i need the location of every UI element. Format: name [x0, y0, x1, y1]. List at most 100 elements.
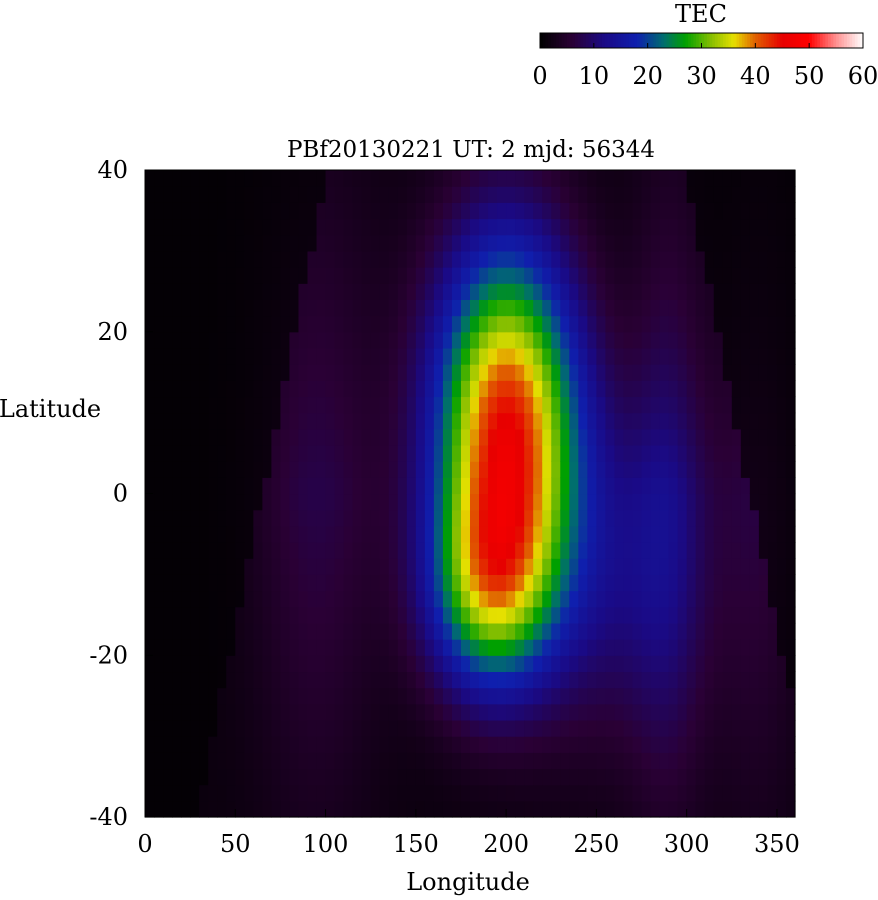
heatmap-cell	[506, 347, 516, 365]
heatmap-cell	[650, 364, 661, 381]
heatmap-cell	[785, 331, 796, 349]
heatmap-cell	[668, 606, 679, 624]
heatmap-cell	[713, 639, 724, 656]
heatmap-cell	[740, 299, 751, 317]
heatmap-cell	[379, 558, 390, 575]
heatmap-cell	[650, 590, 661, 608]
colorbar-segment	[588, 33, 592, 48]
heatmap-cell	[731, 315, 742, 333]
heatmap-cell	[226, 784, 236, 802]
heatmap-cell	[659, 347, 670, 365]
heatmap-cell	[605, 477, 616, 495]
heatmap-cell	[379, 768, 390, 786]
heatmap-cell	[497, 218, 507, 236]
heatmap-cell	[722, 509, 733, 527]
heatmap-cell	[686, 186, 697, 203]
heatmap-cell	[515, 234, 525, 252]
heatmap-cell	[722, 558, 733, 575]
heatmap-cell	[470, 299, 480, 317]
heatmap-cell	[677, 606, 688, 624]
heatmap-cell	[379, 752, 390, 770]
heatmap-cell	[515, 461, 525, 478]
heatmap-cell	[659, 655, 670, 673]
colorbar-segment	[618, 33, 622, 48]
heatmap-cell	[145, 299, 155, 317]
heatmap-cell	[352, 331, 363, 349]
heatmap-cell	[614, 218, 625, 236]
heatmap-cell	[370, 283, 381, 300]
heatmap-cell	[253, 299, 263, 317]
heatmap-cell	[235, 234, 245, 252]
heatmap-cell	[560, 493, 570, 511]
heatmap-cell	[731, 477, 742, 495]
heatmap-cell	[460, 331, 471, 349]
heatmap-cell	[325, 444, 336, 462]
heatmap-cell	[650, 428, 661, 446]
heatmap-cell	[397, 444, 408, 462]
heatmap-cell	[668, 250, 679, 268]
heatmap-cell	[370, 315, 381, 333]
colorbar-segment	[760, 33, 764, 48]
heatmap-cell	[740, 800, 751, 818]
heatmap-cell	[145, 606, 155, 624]
heatmap-cell	[587, 315, 597, 333]
heatmap-cell	[776, 590, 787, 608]
heatmap-cell	[524, 364, 534, 381]
heatmap-cell	[253, 202, 263, 220]
heatmap-cell	[415, 218, 426, 236]
heatmap-cell	[199, 671, 209, 689]
heatmap-cell	[379, 671, 390, 689]
heatmap-cell	[722, 461, 733, 478]
heatmap-cell	[280, 493, 291, 511]
heatmap-cell	[623, 703, 634, 721]
colorbar-segment	[698, 33, 702, 48]
heatmap-cell	[307, 622, 318, 640]
heatmap-cell	[235, 622, 245, 640]
heatmap-cell	[397, 558, 408, 575]
heatmap-cell	[578, 202, 588, 220]
heatmap-cell	[632, 299, 643, 317]
heatmap-cell	[731, 218, 742, 236]
heatmap-cell	[253, 558, 263, 575]
heatmap-cell	[442, 186, 453, 203]
heatmap-cell	[334, 444, 345, 462]
heatmap-cell	[361, 703, 372, 721]
heatmap-cell	[785, 428, 796, 446]
colorbar-segment	[577, 33, 581, 48]
heatmap-cell	[767, 283, 778, 300]
heatmap-cell	[470, 218, 480, 236]
heatmap-cell	[379, 784, 390, 802]
heatmap-cell	[578, 525, 588, 543]
heatmap-cell	[785, 655, 796, 673]
heatmap-cell	[433, 444, 444, 462]
colorbar-segment	[609, 33, 614, 48]
heatmap-cell	[208, 671, 218, 689]
heatmap-cell	[524, 250, 534, 268]
heatmap-cell	[406, 736, 417, 753]
heatmap-cell	[470, 719, 480, 737]
heatmap-cell	[343, 736, 354, 753]
heatmap-cell	[316, 412, 327, 430]
heatmap-cell	[758, 170, 769, 187]
heatmap-cell	[208, 396, 218, 414]
heatmap-cell	[460, 412, 471, 430]
heatmap-cell	[749, 752, 760, 770]
heatmap-cell	[488, 186, 498, 203]
colorbar-segment	[666, 33, 670, 48]
heatmap-cell	[488, 800, 498, 818]
heatmap-cell	[154, 170, 164, 187]
heatmap-cell	[668, 703, 679, 721]
heatmap-cell	[740, 509, 751, 527]
heatmap-cell	[497, 525, 507, 543]
heatmap-cell	[623, 299, 634, 317]
colorbar-segment	[561, 33, 565, 48]
heatmap-cell	[451, 558, 462, 575]
heatmap-cell	[271, 412, 282, 430]
heatmap-cell	[470, 493, 480, 511]
heatmap-cell	[433, 509, 444, 527]
heatmap-cell	[235, 671, 245, 689]
heatmap-cell	[686, 509, 697, 527]
heatmap-cell	[677, 493, 688, 511]
heatmap-cell	[316, 461, 327, 478]
heatmap-cell	[190, 428, 200, 446]
